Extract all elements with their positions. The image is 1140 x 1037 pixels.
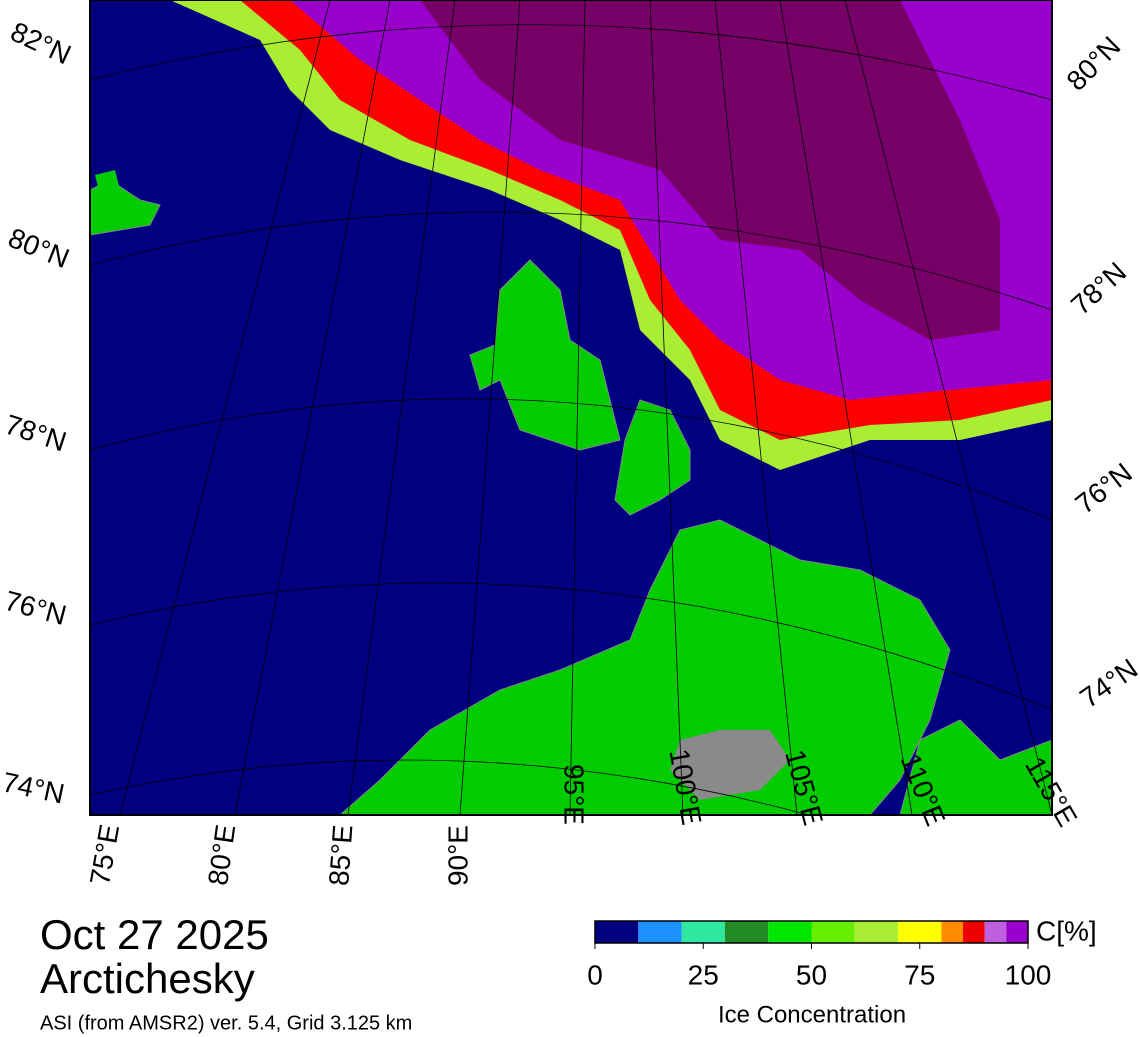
colorbar-tick-label: 75 — [904, 959, 935, 990]
lat-label: 82°N — [6, 16, 76, 71]
colorbar-segment — [595, 921, 639, 943]
lon-label: 90°E — [442, 825, 473, 886]
map-frame — [89, 0, 1053, 816]
land-taymyr — [339, 519, 951, 815]
graticule — [90, 0, 1052, 815]
lat-label: 76°N — [1, 585, 69, 631]
ice-full — [420, 0, 1000, 340]
lat-label: 76°N — [1070, 457, 1138, 520]
colorbar-tick-label: 100 — [1005, 959, 1052, 990]
lat-label: 78°N — [1065, 256, 1132, 321]
colorbar-segment — [984, 921, 1007, 943]
colorbar-segment — [1006, 921, 1028, 943]
lon-label: 75°E — [84, 822, 125, 887]
land-shadow — [670, 730, 790, 800]
lon-label: 85°E — [323, 824, 358, 887]
colorbar-segment — [941, 921, 964, 943]
colorbar-segment — [681, 921, 725, 943]
land-bolshevik — [614, 399, 691, 516]
colorbar-label: Ice Concentration — [718, 1001, 906, 1028]
land-island-small — [95, 170, 120, 195]
lat-label: 74°N — [1074, 653, 1140, 714]
lon-label: 80°E — [202, 823, 241, 888]
date-title: Oct 27 2025 — [40, 911, 269, 958]
colorbar-segment — [963, 921, 985, 943]
colorbar-segment — [898, 921, 942, 943]
colorbar-unit: C[%] — [1036, 915, 1097, 946]
lat-label: 80°N — [4, 222, 74, 274]
source-note: ASI (from AMSR2) ver. 5.4, Grid 3.125 km — [40, 1012, 412, 1034]
colorbar-tick-label: 50 — [796, 959, 827, 990]
colorbar-segment — [768, 921, 812, 943]
land-east — [899, 719, 1052, 815]
lat-label: 80°N — [1060, 30, 1126, 96]
colorbar-tick-label: 25 — [688, 959, 719, 990]
colorbar-tick-label: 0 — [587, 959, 603, 990]
map — [90, 0, 1052, 815]
land-severnaya-zemlya — [469, 259, 621, 451]
lat-label: 78°N — [1, 409, 70, 458]
lat-label: 74°N — [0, 766, 67, 809]
colorbar-segment — [854, 921, 899, 943]
colorbar-segment — [638, 921, 682, 943]
colorbar-segment — [811, 921, 855, 943]
colorbar-segment — [724, 921, 769, 943]
lon-label: 95°E — [559, 764, 590, 825]
region-title: Arctichesky — [40, 955, 255, 1002]
